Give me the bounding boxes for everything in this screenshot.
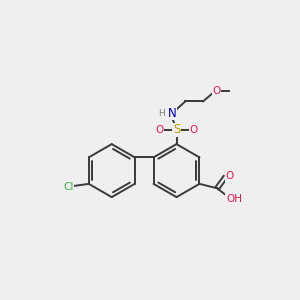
- Text: Cl: Cl: [63, 182, 73, 192]
- Text: N: N: [168, 107, 177, 120]
- Text: O: O: [189, 125, 197, 135]
- Text: O: O: [225, 171, 234, 181]
- Text: OH: OH: [226, 194, 242, 204]
- Text: S: S: [173, 124, 180, 136]
- Text: O: O: [212, 85, 221, 95]
- Text: O: O: [156, 125, 164, 135]
- Text: H: H: [158, 109, 165, 118]
